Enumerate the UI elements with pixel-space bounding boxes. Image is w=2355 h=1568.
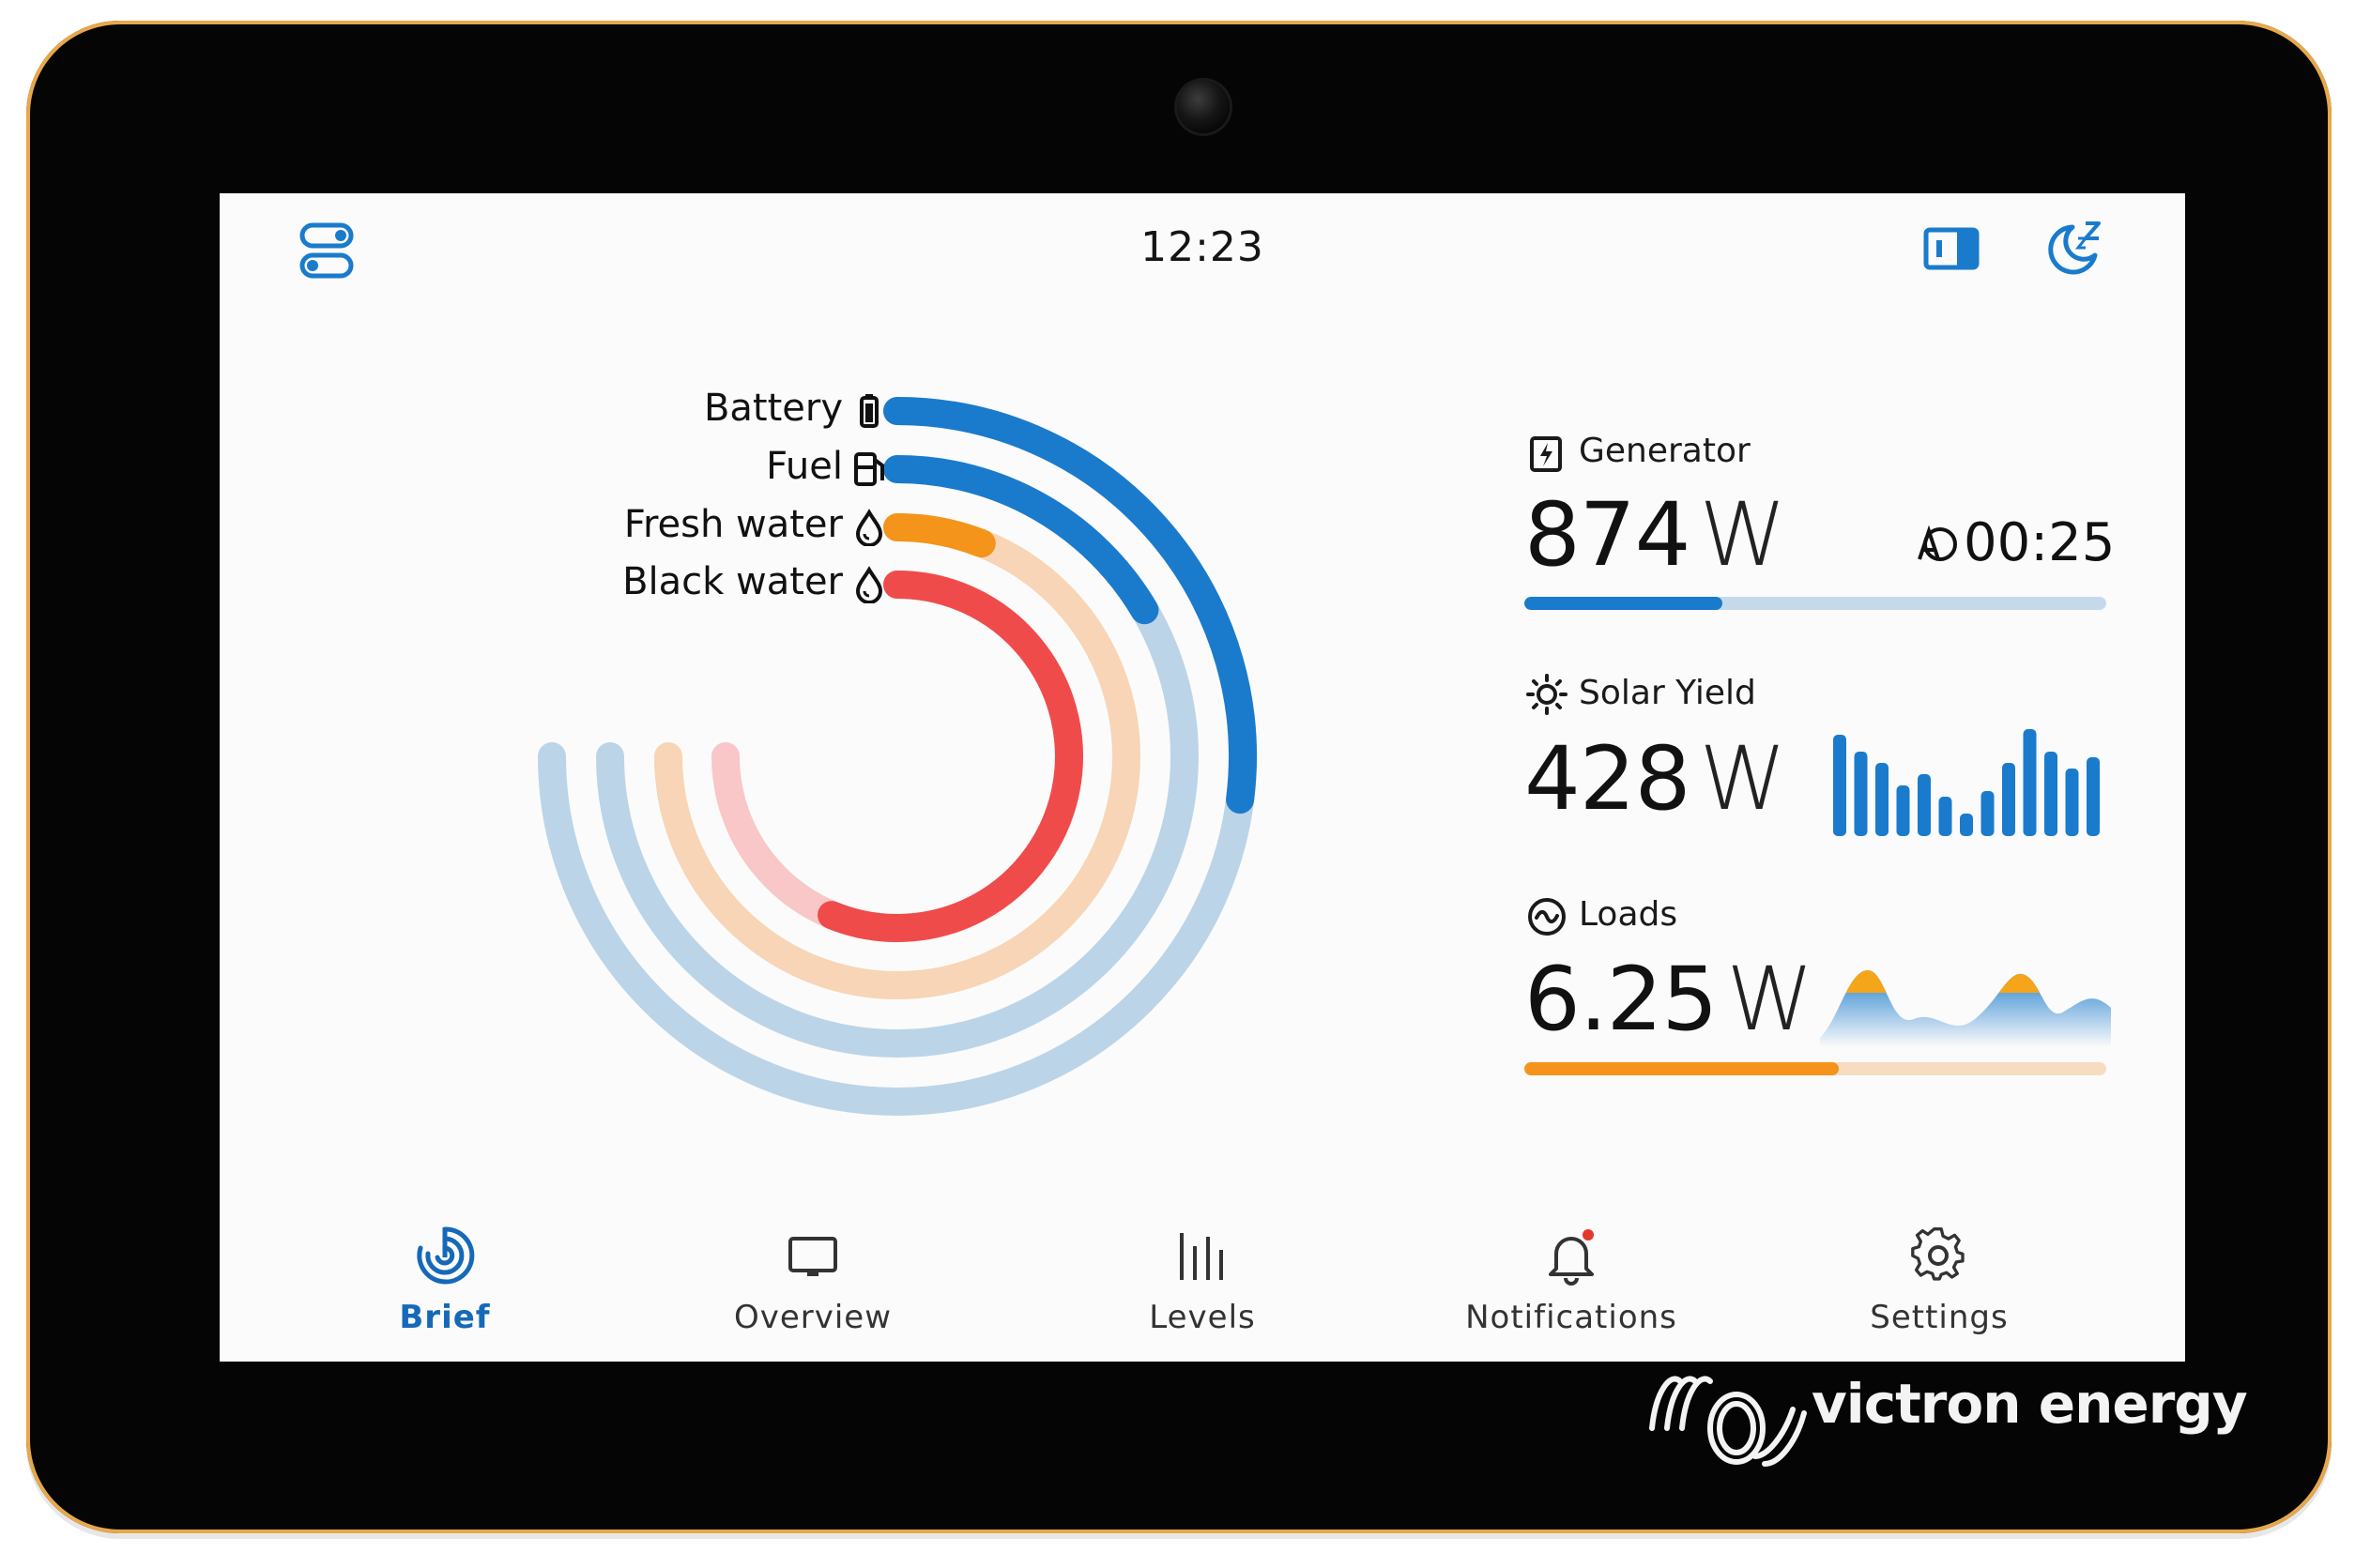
toggle-switches-icon[interactable] — [298, 221, 355, 280]
gear-icon — [1911, 1227, 1965, 1281]
loads-value: 6.25 W — [1524, 949, 1813, 1051]
ring-value-arc — [883, 455, 1159, 625]
solar-bar — [2065, 769, 2079, 836]
ring-label: Black water — [622, 560, 843, 603]
auto-timer-icon — [1918, 525, 1957, 561]
nav-levels-label: Levels — [1149, 1299, 1256, 1336]
solar-title: Solar Yield — [1579, 674, 1756, 712]
fuel-pump-icon — [854, 452, 884, 486]
solar-bar — [1896, 785, 1910, 836]
generator-value-unit: W — [1699, 484, 1786, 586]
battery-icon — [860, 394, 879, 428]
overview-monitor-icon — [788, 1237, 837, 1276]
victron-logo: victron energy — [1643, 1353, 2248, 1494]
brand-name: victron energy — [1812, 1372, 2248, 1436]
nav-notifications[interactable]: Notifications — [1449, 1225, 1693, 1336]
loads-value-number: 6.25 — [1524, 949, 1718, 1051]
notification-dot — [1583, 1229, 1594, 1241]
sidebar-panel-icon[interactable] — [1923, 227, 1980, 270]
camera-lens — [1177, 81, 1230, 133]
water-drop-icon — [855, 509, 883, 546]
ring-label: Fresh water — [623, 503, 843, 546]
solar-bar — [2002, 763, 2015, 836]
nav-brief[interactable]: Brief — [323, 1225, 567, 1336]
ring-value-arc — [818, 571, 1083, 942]
solar-bar — [1980, 791, 1995, 836]
nav-overview-label: Overview — [733, 1299, 893, 1336]
nav-brief-label: Brief — [399, 1299, 491, 1336]
victron-coil-logo-icon — [1649, 1376, 1807, 1467]
ring-track — [654, 513, 1140, 999]
nav-overview[interactable]: Overview — [691, 1225, 935, 1336]
levels-bars-icon — [1180, 1233, 1223, 1280]
loads-power-bar — [1524, 1062, 2106, 1075]
loads-title: Loads — [1579, 895, 1678, 934]
ring-value-arc — [883, 397, 1257, 814]
solar-bar — [1854, 752, 1868, 836]
bell-icon — [1549, 1229, 1594, 1286]
solar-bar — [2023, 729, 2037, 836]
solar-value-unit: W — [1699, 728, 1786, 830]
generator-icon — [1530, 436, 1562, 472]
generator-title: Generator — [1579, 432, 1751, 470]
nav-settings[interactable]: Settings — [1817, 1225, 2061, 1336]
solar-bar — [2044, 752, 2057, 836]
water-drop-icon — [855, 566, 883, 603]
levels-ring-chart — [538, 397, 1257, 1116]
loads-sparkline — [1820, 969, 2111, 1047]
solar-bar — [2087, 757, 2100, 836]
solar-bar — [1938, 797, 1952, 836]
clock: 12:23 — [1140, 223, 1264, 271]
nav-notifications-label: Notifications — [1465, 1299, 1677, 1336]
loads-value-unit: W — [1726, 949, 1813, 1051]
brief-gauge-icon — [417, 1226, 475, 1285]
loads-power-bar-fill — [1524, 1062, 1839, 1075]
solar-bar — [1918, 774, 1931, 836]
solar-bar — [1875, 763, 1889, 836]
ac-loads-icon — [1528, 898, 1566, 936]
generator-runtime: 00:25 — [1964, 512, 2116, 573]
sun-icon — [1526, 674, 1567, 715]
generator-value-number: 874 — [1524, 484, 1690, 586]
solar-bar — [1960, 814, 1973, 836]
nav-levels[interactable]: Levels — [1080, 1225, 1324, 1336]
device-bezel: 12:23 Battery Fuel Fresh water Black water … — [26, 21, 2332, 1533]
generator-value: 874 W — [1524, 484, 1786, 586]
solar-bar — [1833, 735, 1846, 836]
screen: 12:23 Battery Fuel Fresh water Black water … — [220, 193, 2185, 1362]
ring-value-arc — [883, 512, 996, 558]
solar-yield-bar-chart — [1833, 729, 2100, 836]
generator-power-bar-fill — [1524, 597, 1722, 610]
ring-label: Battery — [703, 387, 843, 430]
nav-settings-label: Settings — [1870, 1299, 2009, 1336]
solar-value: 428 W — [1524, 728, 1786, 830]
sleep-moon-icon[interactable] — [2044, 218, 2106, 278]
ring-label: Fuel — [766, 445, 843, 488]
solar-value-number: 428 — [1524, 728, 1690, 830]
generator-power-bar — [1524, 597, 2106, 610]
